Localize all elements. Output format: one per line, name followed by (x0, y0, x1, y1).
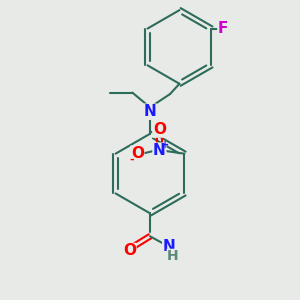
Text: -: - (130, 154, 134, 165)
Text: O: O (123, 244, 136, 259)
Text: O: O (153, 122, 166, 137)
Text: F: F (218, 21, 228, 36)
Text: N: N (153, 143, 166, 158)
Text: N: N (163, 239, 175, 254)
Text: +: + (160, 140, 169, 150)
Text: H: H (167, 249, 178, 263)
Text: O: O (131, 146, 144, 161)
Text: N: N (144, 104, 156, 119)
